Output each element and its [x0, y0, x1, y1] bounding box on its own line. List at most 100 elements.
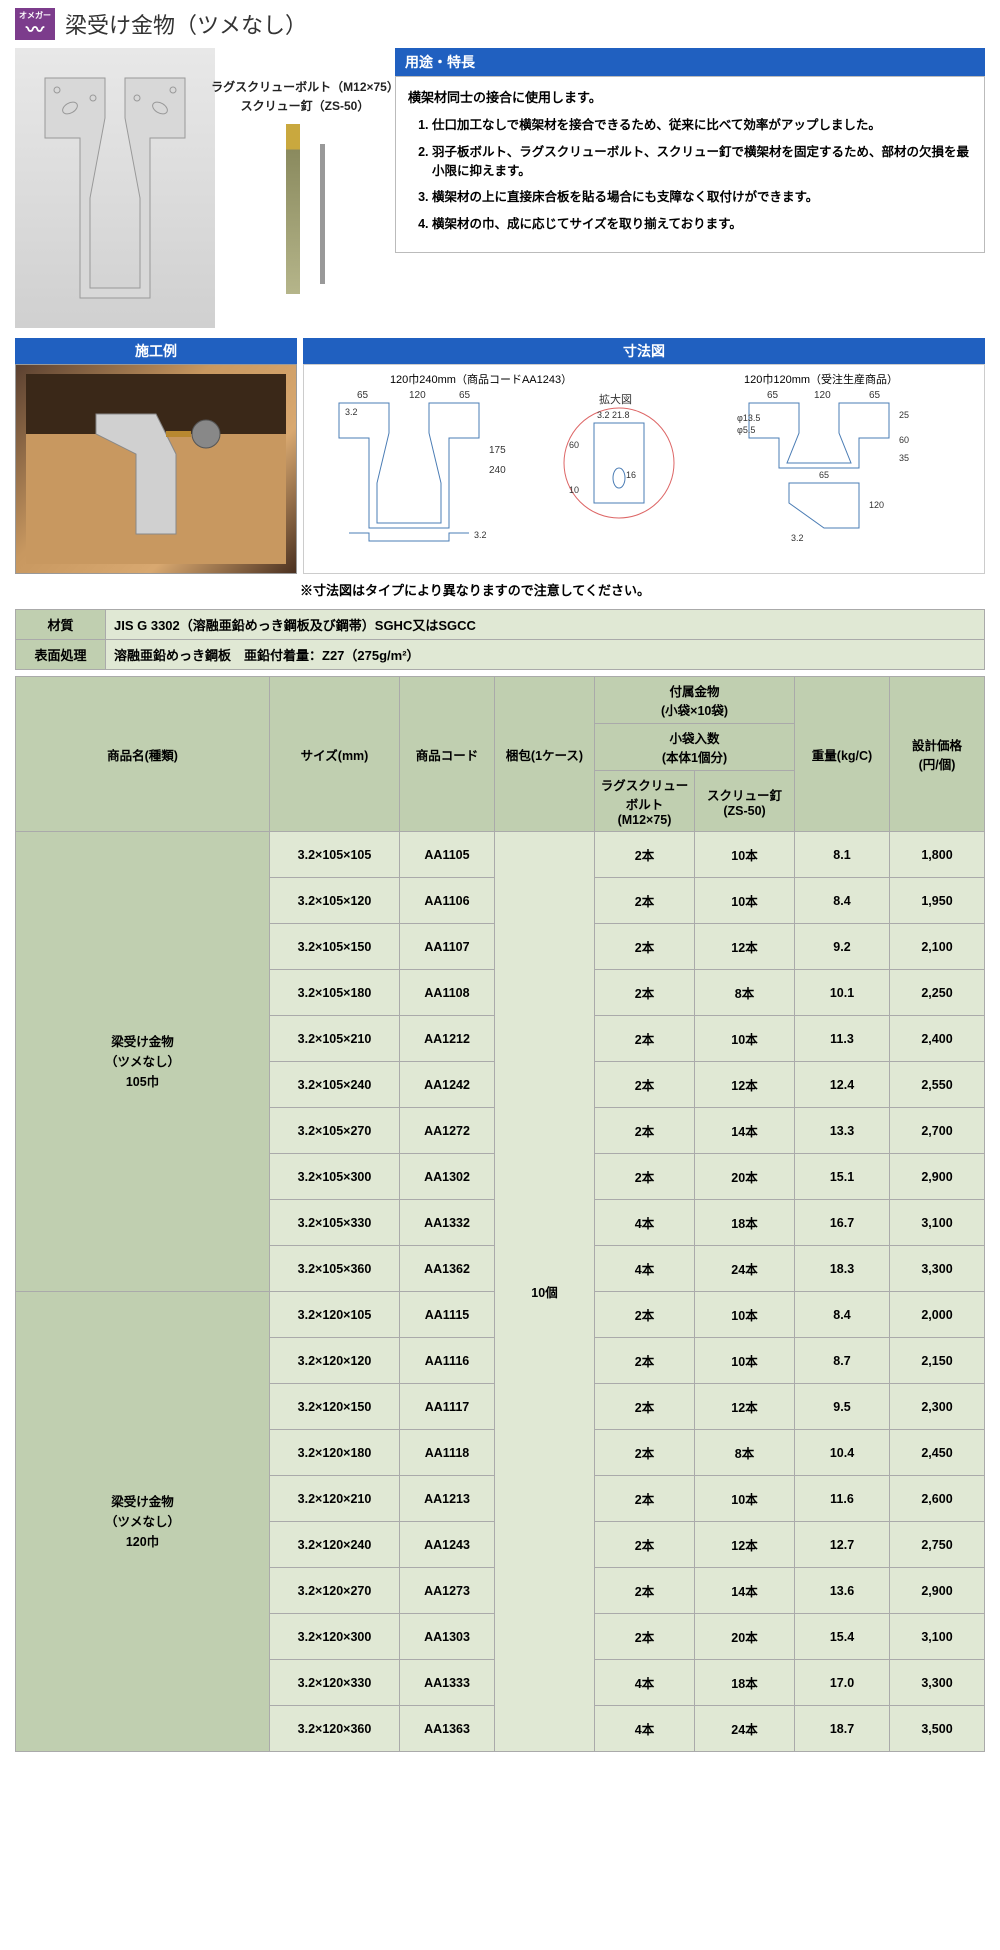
screw-label-2: スクリュー釘（ZS-50）	[241, 97, 370, 114]
th-code: 商品コード	[400, 677, 495, 832]
code-cell: AA1116	[400, 1338, 495, 1384]
screw-cell: 10本	[695, 1292, 795, 1338]
size-cell: 3.2×105×210	[270, 1016, 400, 1062]
size-cell: 3.2×120×360	[270, 1706, 400, 1752]
screw-cell: 18本	[695, 1200, 795, 1246]
code-cell: AA1212	[400, 1016, 495, 1062]
code-cell: AA1115	[400, 1292, 495, 1338]
weight-cell: 11.6	[795, 1476, 890, 1522]
code-cell: AA1332	[400, 1200, 495, 1246]
svg-text:120: 120	[814, 390, 831, 401]
price-cell: 3,100	[890, 1614, 985, 1660]
code-cell: AA1272	[400, 1108, 495, 1154]
page-title: 梁受け金物（ツメなし）	[65, 8, 307, 40]
size-cell: 3.2×105×270	[270, 1108, 400, 1154]
code-cell: AA1273	[400, 1568, 495, 1614]
weight-cell: 18.7	[795, 1706, 890, 1752]
screw-cell: 24本	[695, 1246, 795, 1292]
svg-text:16: 16	[626, 470, 636, 480]
code-cell: AA1117	[400, 1384, 495, 1430]
weight-cell: 8.4	[795, 878, 890, 924]
svg-text:φ13.5: φ13.5	[737, 413, 760, 423]
svg-text:3.2 21.8: 3.2 21.8	[597, 410, 630, 420]
dimensions-header: 寸法図	[303, 338, 985, 364]
feature-item: 横架材の巾、成に応じてサイズを取り揃えております。	[432, 215, 972, 234]
svg-text:35: 35	[899, 453, 909, 463]
code-cell: AA1108	[400, 970, 495, 1016]
screw-cell: 8本	[695, 970, 795, 1016]
th-pack: 梱包(1ケース)	[495, 677, 595, 832]
code-cell: AA1213	[400, 1476, 495, 1522]
code-cell: AA1243	[400, 1522, 495, 1568]
svg-text:65: 65	[767, 390, 779, 401]
price-cell: 2,100	[890, 924, 985, 970]
price-cell: 2,150	[890, 1338, 985, 1384]
size-cell: 3.2×120×210	[270, 1476, 400, 1522]
svg-text:拡大図: 拡大図	[599, 392, 632, 406]
feature-item: 仕口加工なしで横架材を接合できるため、従来に比べて効率がアップしました。	[432, 116, 972, 135]
screw-cell: 8本	[695, 1430, 795, 1476]
th-weight: 重量(kg/C)	[795, 677, 890, 832]
features-header: 用途・特長	[395, 48, 985, 76]
screw-cell: 12本	[695, 1522, 795, 1568]
weight-cell: 10.1	[795, 970, 890, 1016]
svg-text:φ5.5: φ5.5	[737, 425, 755, 435]
svg-text:3.2: 3.2	[345, 407, 358, 417]
code-cell: AA1362	[400, 1246, 495, 1292]
lag-cell: 2本	[595, 1476, 695, 1522]
group-name-cell: 梁受け金物（ツメなし）105巾	[16, 832, 270, 1292]
th-size: サイズ(mm)	[270, 677, 400, 832]
header: オメガー 〰 梁受け金物（ツメなし）	[0, 0, 1000, 48]
lag-cell: 2本	[595, 1062, 695, 1108]
price-cell: 2,700	[890, 1108, 985, 1154]
svg-text:60: 60	[899, 435, 909, 445]
lag-cell: 2本	[595, 924, 695, 970]
screw-cell: 20本	[695, 1154, 795, 1200]
dimensions-note: ※寸法図はタイプにより異なりますので注意してください。	[0, 574, 1000, 609]
features-list: 仕口加工なしで横架材を接合できるため、従来に比べて効率がアップしました。 羽子板…	[408, 116, 972, 234]
pack-cell: 10個	[495, 832, 595, 1752]
svg-text:65: 65	[819, 470, 829, 480]
price-cell: 2,450	[890, 1430, 985, 1476]
group-name-cell: 梁受け金物（ツメなし）120巾	[16, 1292, 270, 1752]
size-cell: 3.2×120×180	[270, 1430, 400, 1476]
lag-cell: 2本	[595, 1338, 695, 1384]
price-cell: 2,400	[890, 1016, 985, 1062]
price-cell: 1,950	[890, 878, 985, 924]
size-cell: 3.2×105×300	[270, 1154, 400, 1200]
lag-cell: 2本	[595, 878, 695, 924]
product-image	[15, 48, 215, 328]
lag-cell: 4本	[595, 1706, 695, 1752]
weight-cell: 9.5	[795, 1384, 890, 1430]
size-cell: 3.2×120×330	[270, 1660, 400, 1706]
price-cell: 3,300	[890, 1660, 985, 1706]
lag-cell: 2本	[595, 832, 695, 878]
size-cell: 3.2×120×105	[270, 1292, 400, 1338]
size-cell: 3.2×105×330	[270, 1200, 400, 1246]
dimensions-column: 寸法図 120巾240mm（商品コードAA1243） 120巾120mm（受注生…	[303, 338, 985, 574]
weight-cell: 12.7	[795, 1522, 890, 1568]
weight-cell: 9.2	[795, 924, 890, 970]
code-cell: AA1118	[400, 1430, 495, 1476]
table-body: 梁受け金物（ツメなし）105巾3.2×105×105AA110510個2本10本…	[16, 832, 985, 1752]
price-cell: 2,550	[890, 1062, 985, 1108]
price-cell: 3,500	[890, 1706, 985, 1752]
svg-text:25: 25	[899, 410, 909, 420]
lag-cell: 2本	[595, 970, 695, 1016]
features-intro: 横架材同士の接合に使用します。	[408, 87, 972, 106]
svg-text:240: 240	[489, 465, 506, 476]
feature-item: 横架材の上に直接床合板を貼る場合にも支障なく取付けができます。	[432, 188, 972, 207]
brand-logo: オメガー 〰	[15, 8, 55, 40]
main-table: 商品名(種類) サイズ(mm) 商品コード 梱包(1ケース) 付属金物(小袋×1…	[15, 676, 985, 1752]
price-cell: 3,100	[890, 1200, 985, 1246]
screw-cell: 20本	[695, 1614, 795, 1660]
top-row: ラグスクリューボルト（M12×75） スクリュー釘（ZS-50） 用途・特長 横…	[0, 48, 1000, 338]
weight-cell: 15.4	[795, 1614, 890, 1660]
screw-cell: 10本	[695, 1338, 795, 1384]
size-cell: 3.2×105×150	[270, 924, 400, 970]
weight-cell: 8.7	[795, 1338, 890, 1384]
size-cell: 3.2×120×150	[270, 1384, 400, 1430]
code-cell: AA1333	[400, 1660, 495, 1706]
size-cell: 3.2×120×300	[270, 1614, 400, 1660]
lag-cell: 2本	[595, 1154, 695, 1200]
